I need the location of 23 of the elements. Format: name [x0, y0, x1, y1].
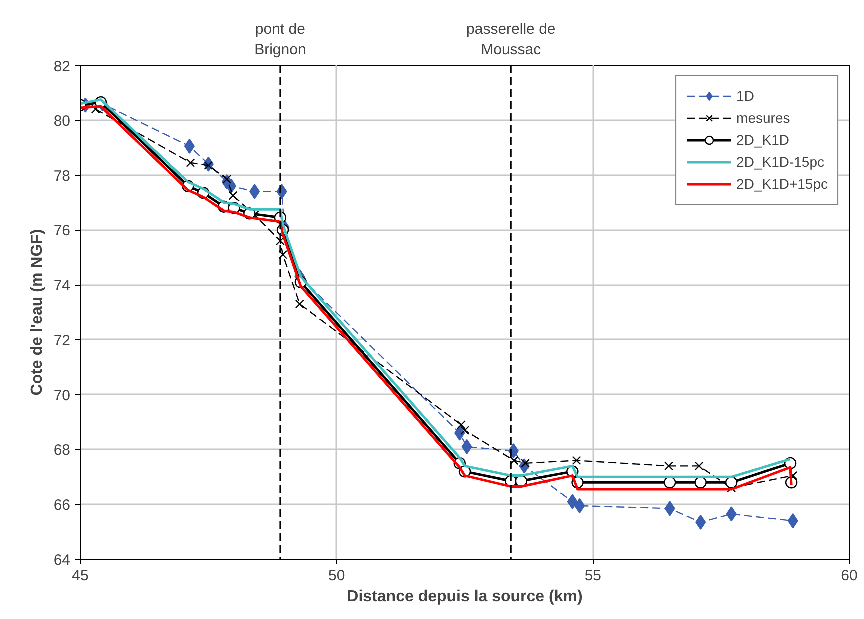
y-tick-label: 80: [54, 112, 71, 130]
y-tick-label: 72: [54, 332, 71, 350]
legend-label: 2D_K1D: [736, 132, 790, 148]
y-tick-label: 76: [54, 222, 71, 240]
legend-label: 1D: [736, 88, 756, 104]
y-tick-label: 64: [54, 552, 71, 569]
legend-label: mesures: [736, 110, 790, 126]
y-axis-title: Cote de l'eau (m NGF): [28, 229, 46, 396]
x-tick-label: 55: [584, 568, 602, 584]
y-tick-label: 78: [54, 168, 71, 185]
x-axis-title: Distance depuis la source (km): [347, 588, 583, 606]
y-tick-label: 82: [54, 58, 71, 76]
x-tick-label: 50: [328, 568, 346, 584]
x-tick-label: 45: [72, 568, 89, 584]
x-tick-label: 60: [841, 568, 858, 584]
legend-label: 2D_K1D-15pc: [736, 154, 824, 170]
legend-label: 2D_K1D+15pc: [736, 176, 828, 192]
y-tick-label: 70: [54, 387, 71, 404]
ref-line-label: pont de Brignon: [254, 21, 306, 58]
y-tick-label: 68: [54, 442, 71, 460]
y-tick-label: 74: [54, 278, 71, 295]
y-tick-label: 66: [54, 497, 71, 514]
ref-line-label: passerelle de Moussac: [466, 21, 556, 58]
